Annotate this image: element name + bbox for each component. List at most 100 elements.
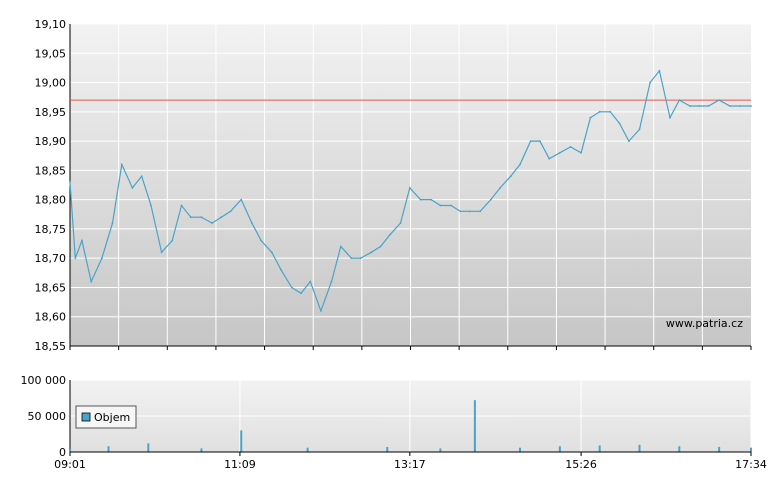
price-point [450, 204, 452, 207]
volume-bar [473, 400, 476, 452]
legend-box [75, 405, 137, 429]
price-point [658, 69, 661, 72]
price-point [627, 140, 630, 142]
price-point [459, 210, 462, 213]
price-y-tick-label: 18,95 [35, 106, 67, 119]
price-point [180, 204, 183, 207]
price-point [698, 105, 701, 107]
volume-bar [147, 443, 150, 452]
price-point [150, 204, 152, 207]
price-point [220, 216, 223, 219]
price-x-ticks [69, 345, 752, 350]
volume-bar [386, 446, 389, 452]
price-y-tick-label: 18,70 [35, 252, 67, 265]
price-point [370, 251, 373, 254]
price-point [529, 140, 532, 142]
volume-bar [306, 447, 309, 452]
price-point [739, 105, 742, 107]
price-point [200, 216, 203, 219]
price-point [408, 187, 411, 189]
price-point [140, 175, 143, 178]
price-point [229, 210, 232, 213]
price-point [419, 198, 422, 201]
price-y-tick-label: 18,60 [35, 311, 67, 324]
volume-bar [638, 444, 641, 452]
price-point [309, 280, 312, 283]
price-point [750, 105, 752, 107]
price-point [718, 99, 721, 102]
volume-x-tick-label: 15:26 [565, 458, 597, 471]
price-point [290, 286, 293, 289]
volume-bar [750, 447, 752, 452]
price-y-tick-label: 18,65 [35, 281, 67, 294]
watermark: www.patria.cz [666, 317, 743, 330]
volume-bar [439, 448, 442, 452]
price-y-tick-label: 18,75 [35, 223, 67, 236]
price-point [171, 239, 174, 242]
volume-bars [69, 400, 752, 452]
volume-y-tick-label: 0 [59, 446, 66, 459]
volume-bar [200, 448, 203, 452]
price-point [609, 110, 612, 113]
price-point [569, 146, 572, 148]
price-point [589, 116, 592, 119]
price-point [558, 151, 561, 154]
legend-label: Objem [94, 411, 130, 424]
price-point [479, 210, 482, 213]
price-point [240, 198, 243, 201]
legend-swatch [81, 412, 91, 422]
volume-bar [678, 446, 681, 452]
volume-bar [558, 446, 561, 452]
price-point [649, 81, 652, 84]
volume-bar [598, 445, 601, 452]
price-point [539, 140, 541, 142]
price-y-tick-label: 18,55 [35, 340, 67, 353]
price-point [120, 163, 123, 166]
volume-x-tick-label: 11:09 [224, 458, 256, 471]
price-point [509, 175, 512, 178]
volume-x-tick-label: 13:17 [394, 458, 426, 471]
price-point [131, 187, 134, 189]
volume-y-tick-label: 50 000 [28, 410, 67, 423]
price-point [379, 245, 382, 248]
price-y-tick-label: 19,05 [35, 47, 67, 60]
volume-y-tick-label: 100 000 [21, 374, 67, 387]
price-point [499, 187, 502, 189]
price-point [430, 198, 432, 201]
price-point [678, 99, 681, 102]
price-point [81, 239, 83, 242]
price-point [350, 257, 353, 260]
price-point [300, 292, 302, 295]
price-point [280, 268, 282, 271]
price-point [598, 110, 601, 113]
price-point [489, 198, 492, 201]
price-point [728, 105, 731, 107]
price-point [339, 245, 342, 248]
volume-x-tick-label: 09:01 [54, 458, 86, 471]
price-series-line [69, 69, 751, 313]
price-point [260, 239, 263, 242]
price-point [250, 222, 253, 224]
price-point [100, 257, 103, 260]
price-point [69, 181, 71, 183]
price-point [638, 128, 641, 131]
volume-y-axis: 100 000 50 000 0 [21, 374, 71, 459]
price-point [359, 257, 362, 260]
price-y-tick-label: 18,80 [35, 194, 67, 207]
price-point [468, 210, 471, 213]
price-grid [70, 23, 751, 347]
price-point [330, 280, 333, 283]
volume-bar [718, 446, 721, 452]
volume-bar [69, 449, 71, 452]
price-point [519, 163, 521, 166]
price-y-tick-label: 18,90 [35, 135, 67, 148]
price-y-tick-label: 19,00 [35, 77, 67, 90]
price-point [189, 216, 192, 219]
price-point [669, 116, 671, 119]
volume-bar [519, 447, 522, 452]
price-point [689, 105, 691, 107]
volume-x-tick-label: 17:34 [735, 458, 767, 471]
price-point [74, 257, 77, 260]
